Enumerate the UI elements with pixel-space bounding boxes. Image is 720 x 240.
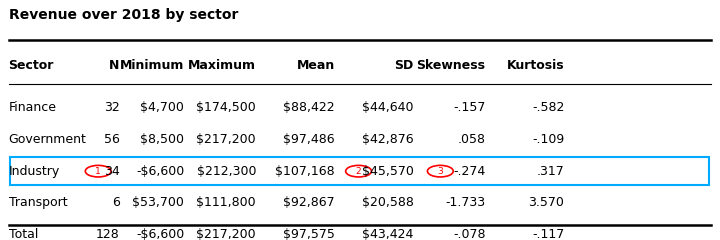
Text: $212,300: $212,300 [197, 165, 256, 178]
Text: Maximum: Maximum [188, 59, 256, 72]
Text: Skewness: Skewness [416, 59, 485, 72]
Text: $53,700: $53,700 [132, 197, 184, 210]
Text: $174,500: $174,500 [197, 101, 256, 114]
Text: 3.570: 3.570 [528, 197, 564, 210]
Text: 34: 34 [104, 165, 120, 178]
Text: $97,575: $97,575 [283, 228, 335, 240]
Text: -.117: -.117 [532, 228, 564, 240]
Text: $88,422: $88,422 [283, 101, 335, 114]
Text: $217,200: $217,200 [197, 133, 256, 146]
Text: Government: Government [9, 133, 86, 146]
Text: $8,500: $8,500 [140, 133, 184, 146]
Text: Sector: Sector [9, 59, 54, 72]
Text: -1.733: -1.733 [446, 197, 485, 210]
Text: Finance: Finance [9, 101, 57, 114]
Text: $217,200: $217,200 [197, 228, 256, 240]
Text: SD: SD [395, 59, 414, 72]
Text: 56: 56 [104, 133, 120, 146]
Text: Minimum: Minimum [120, 59, 184, 72]
Text: -$6,600: -$6,600 [136, 165, 184, 178]
Text: $107,168: $107,168 [275, 165, 335, 178]
Text: .317: .317 [536, 165, 564, 178]
Text: -.582: -.582 [532, 101, 564, 114]
Text: .058: .058 [457, 133, 485, 146]
Text: $20,588: $20,588 [362, 197, 414, 210]
Text: -.274: -.274 [454, 165, 485, 178]
Text: $92,867: $92,867 [283, 197, 335, 210]
Text: Revenue over 2018 by sector: Revenue over 2018 by sector [9, 8, 238, 22]
Text: $97,486: $97,486 [283, 133, 335, 146]
Text: N: N [109, 59, 120, 72]
Text: $42,876: $42,876 [362, 133, 414, 146]
Text: Mean: Mean [297, 59, 335, 72]
Text: $45,570: $45,570 [362, 165, 414, 178]
Text: -.078: -.078 [453, 228, 485, 240]
Text: Industry: Industry [9, 165, 60, 178]
Text: -$6,600: -$6,600 [136, 228, 184, 240]
Text: 6: 6 [112, 197, 120, 210]
Text: $44,640: $44,640 [362, 101, 414, 114]
Text: $111,800: $111,800 [197, 197, 256, 210]
Text: 2: 2 [356, 167, 361, 176]
Text: $4,700: $4,700 [140, 101, 184, 114]
Text: Kurtosis: Kurtosis [507, 59, 564, 72]
Text: 32: 32 [104, 101, 120, 114]
Text: 3: 3 [438, 167, 444, 176]
Text: Transport: Transport [9, 197, 67, 210]
Text: Total: Total [9, 228, 38, 240]
Text: -.157: -.157 [453, 101, 485, 114]
Text: 1: 1 [95, 167, 101, 176]
Text: 128: 128 [96, 228, 120, 240]
Text: -.109: -.109 [532, 133, 564, 146]
Text: $43,424: $43,424 [362, 228, 414, 240]
